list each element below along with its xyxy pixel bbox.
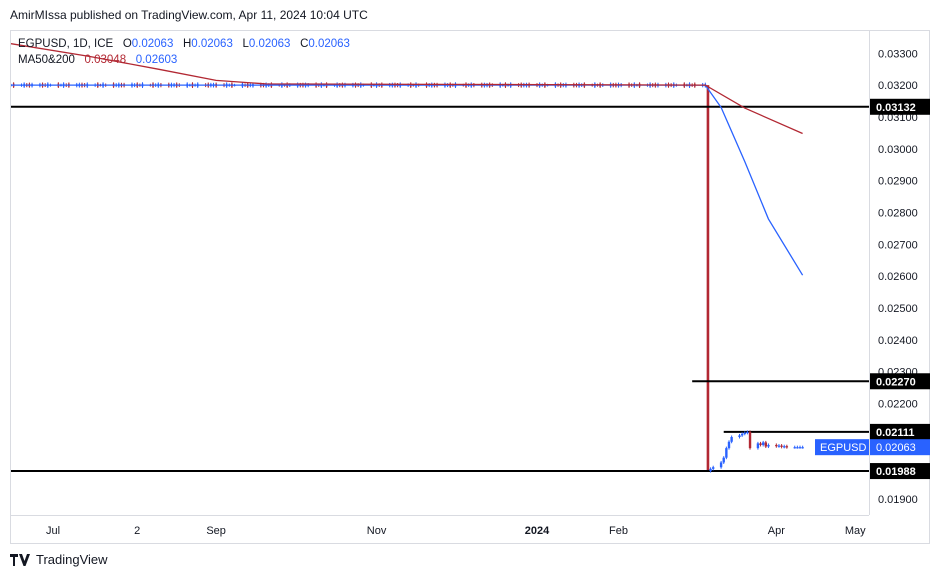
- time-tick-label: Jul: [46, 525, 60, 537]
- candle-body: [759, 443, 762, 445]
- candle-body: [738, 435, 741, 437]
- symbol-line: EGPUSD, 1D, ICE: [18, 38, 114, 50]
- candle-body: [743, 432, 746, 435]
- level-badge-0.01988: [870, 463, 930, 480]
- price-tick-label: 0.02200: [878, 399, 918, 411]
- price-tick-label: 0.03200: [878, 80, 918, 92]
- close-label: C: [300, 38, 309, 50]
- candle-body: [746, 431, 749, 434]
- time-axis[interactable]: Jul 2 Sep Nov 2024 Feb Apr May: [11, 515, 869, 544]
- symbol-badge-label: EGPUSD: [820, 442, 867, 454]
- candle-body: [796, 447, 799, 449]
- level-badge-label: 0.01988: [876, 466, 916, 478]
- ma-row: MA50&200 0.03048 0.02603: [18, 52, 350, 68]
- time-axis-svg: Jul 2 Sep Nov 2024 Feb Apr May: [46, 525, 866, 537]
- candle-body: [725, 448, 728, 458]
- time-tick-label: Feb: [609, 525, 628, 537]
- candle-body: [775, 444, 778, 447]
- candle-body: [709, 468, 712, 472]
- level-badge-label: 0.02111: [876, 427, 915, 439]
- candle-body: [740, 433, 744, 436]
- footer-brand[interactable]: TradingView: [10, 552, 108, 567]
- last-price-label: 0.02063: [876, 442, 916, 454]
- price-axis-svg: 0.019000.021000.022000.023000.024000.025…: [870, 48, 930, 506]
- price-tick-label: 0.02800: [878, 208, 918, 220]
- time-tick-label: Sep: [206, 525, 226, 537]
- candle-body: [777, 445, 781, 447]
- candle-body: [764, 442, 768, 447]
- time-tick-label: Nov: [367, 525, 387, 537]
- candle-body: [761, 442, 765, 445]
- candle-body: [756, 443, 760, 449]
- close-value: 0.02063: [308, 38, 350, 50]
- chart-legend: EGPUSD, 1D, ICE O0.02063 H0.02063 L0.020…: [18, 36, 350, 68]
- candle-body: [767, 444, 770, 447]
- candle-body: [712, 467, 715, 469]
- last-price-badge: [870, 439, 930, 456]
- level-badge-0.03132: [870, 98, 930, 115]
- publisher-line: AmirMIssa published on TradingView.com, …: [10, 8, 368, 22]
- candle-body: [798, 447, 802, 449]
- ma50-value: 0.03048: [84, 54, 127, 66]
- open-value: 0.02063: [131, 38, 174, 50]
- price-tick-label: 0.02900: [878, 176, 918, 188]
- high-value: 0.02063: [191, 38, 233, 50]
- time-tick-label: 2024: [525, 525, 550, 537]
- price-tick-label: 0.02500: [878, 303, 918, 315]
- candle-body: [783, 446, 786, 448]
- price-tick-label: 0.02600: [878, 271, 918, 283]
- price-tick-label: 0.03000: [878, 144, 918, 156]
- time-tick-label: Apr: [768, 525, 785, 537]
- low-value: 0.02063: [248, 38, 291, 50]
- time-tick-label: 2: [134, 525, 140, 537]
- candle-body: [719, 462, 723, 468]
- candle-body: [748, 431, 752, 449]
- ohlc-row: EGPUSD, 1D, ICE O0.02063 H0.02063 L0.020…: [18, 36, 350, 52]
- footer-brand-label: TradingView: [36, 552, 108, 567]
- price-axis[interactable]: 0.019000.021000.022000.023000.024000.025…: [869, 31, 930, 515]
- ma200-line: [11, 43, 803, 135]
- candle-body: [722, 457, 725, 463]
- candle-body: [727, 441, 731, 449]
- candle-body: [793, 447, 796, 449]
- price-tick-label: 0.03300: [878, 48, 918, 60]
- low-label: L: [242, 38, 249, 50]
- time-tick-label: May: [845, 525, 866, 537]
- level-badge-0.02270: [870, 373, 930, 390]
- price-plot-svg[interactable]: EGPUSD: [11, 31, 869, 515]
- price-tick-label: 0.02700: [878, 239, 918, 251]
- price-tick-label: 0.02400: [878, 335, 918, 347]
- price-tick-label: 0.01900: [878, 494, 918, 506]
- ma200-value: 0.02603: [135, 54, 178, 66]
- candle-body: [785, 446, 789, 448]
- ma50-line: [11, 84, 804, 276]
- level-badge-label: 0.02270: [876, 376, 916, 388]
- symbol-badge: [815, 439, 869, 456]
- ma-label: MA50&200: [18, 54, 75, 66]
- level-badge-0.02111: [870, 423, 930, 440]
- chart-frame: [10, 30, 930, 544]
- candle-body: [801, 447, 804, 449]
- high-label: H: [182, 38, 192, 50]
- price-tick-label: 0.03100: [878, 112, 918, 124]
- devaluation-candle: [706, 85, 710, 471]
- candle-body: [780, 445, 783, 447]
- tradingview-logo-icon: [10, 553, 30, 566]
- level-badge-label: 0.03132: [876, 102, 916, 114]
- open-label: O: [122, 38, 132, 50]
- plot-area[interactable]: EGPUSD: [11, 31, 869, 515]
- candle-body: [730, 436, 733, 442]
